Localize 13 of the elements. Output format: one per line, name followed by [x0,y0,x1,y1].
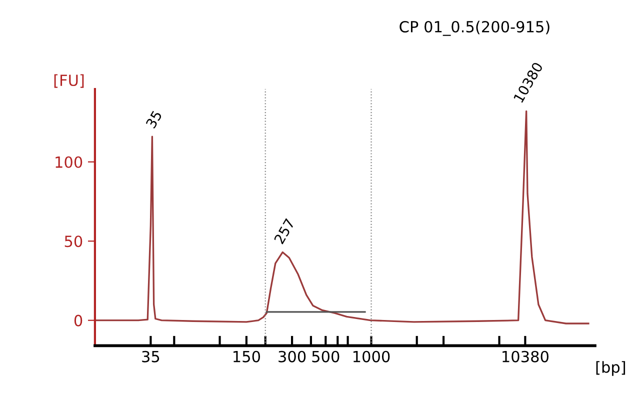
y-tick-label: 0 [74,314,82,326]
chart-title: CP 01_0.5(200-915) [400,20,550,36]
annotation: 35 [145,110,162,129]
x-tick-label: 1000 [353,350,390,362]
y-axis-title: [FU] [54,74,84,88]
x-tick-label: 35 [142,350,160,362]
x-tick-label: 300 [278,350,306,362]
x-tick-label: 500 [312,350,340,362]
x-tick-label: 10380 [502,350,548,362]
x-axis-title: [bp] [596,361,626,376]
y-tick-label: 100 [56,156,82,168]
x-tick-label: 150 [234,350,260,362]
y-tick-label: 50 [64,236,82,248]
